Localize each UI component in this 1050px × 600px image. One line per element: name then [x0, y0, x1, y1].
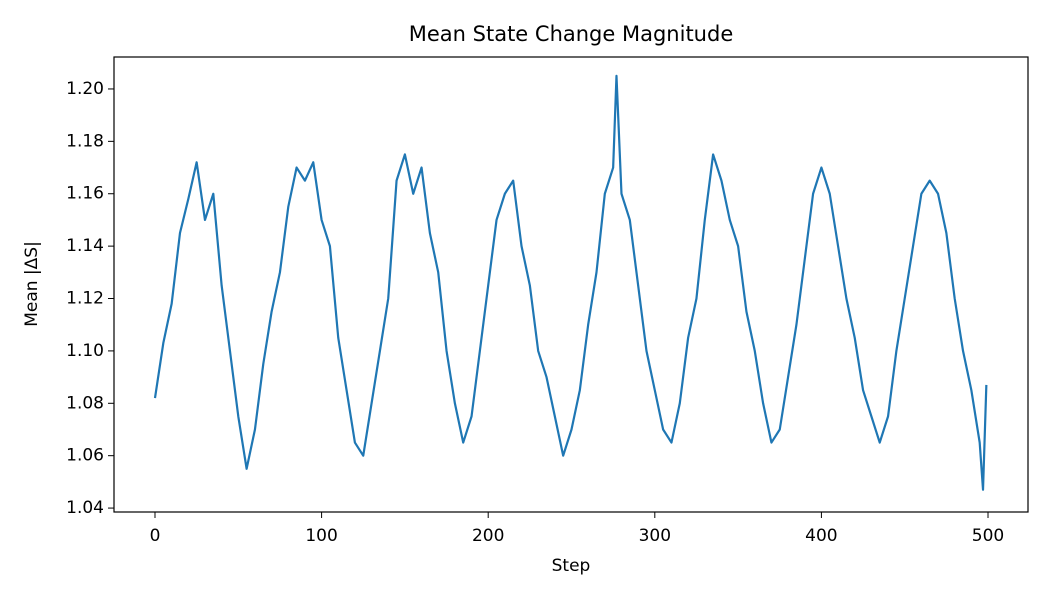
y-tick-label: 1.12: [66, 289, 104, 309]
y-tick-label: 1.04: [66, 498, 104, 518]
plot-frame: [113, 56, 1029, 513]
x-tick-label: 400: [805, 526, 837, 546]
y-axis-label: Mean |ΔS|: [22, 241, 42, 327]
x-tick-label: 500: [972, 526, 1004, 546]
y-tick-label: 1.10: [66, 341, 104, 361]
chart-title: Mean State Change Magnitude: [409, 22, 734, 46]
data-line: [153, 74, 988, 491]
x-tick-label: 100: [305, 526, 337, 546]
y-tick-label: 1.08: [66, 393, 104, 413]
y-tick-label: 1.20: [66, 79, 104, 99]
y-tick-label: 1.16: [66, 184, 104, 204]
x-tick-label: 300: [639, 526, 671, 546]
y-tick-label: 1.18: [66, 131, 104, 151]
x-tick-label: 0: [150, 526, 161, 546]
y-tick-label: 1.06: [66, 446, 104, 466]
y-tick-label: 1.14: [66, 236, 104, 256]
x-tick-label: 200: [472, 526, 504, 546]
x-axis-label: Step: [552, 556, 591, 576]
